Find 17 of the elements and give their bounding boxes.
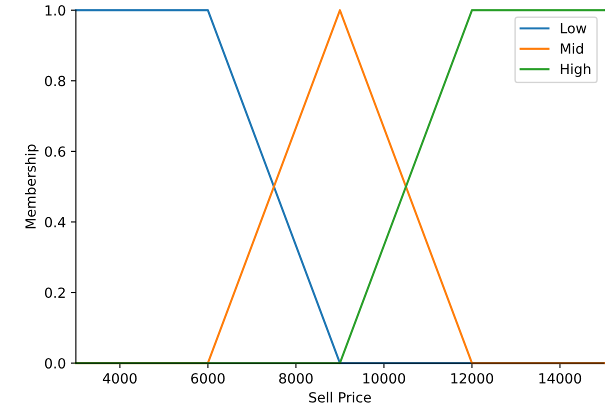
legend-label: Low bbox=[560, 23, 586, 34]
x-tick-label: 8000 bbox=[279, 373, 313, 384]
legend-label: Mid bbox=[560, 43, 583, 54]
x-tick-label: 10000 bbox=[363, 373, 406, 384]
x-tick-label: 12000 bbox=[451, 373, 494, 384]
x-tick-label: 4000 bbox=[102, 373, 137, 384]
x-tick-label: 14000 bbox=[539, 373, 582, 384]
y-tick-label: 0.4 bbox=[44, 216, 66, 228]
y-tick-label: 0.8 bbox=[44, 76, 66, 86]
x-axis-title: Sell Price bbox=[309, 392, 371, 403]
y-axis-title: Membership bbox=[25, 144, 39, 228]
x-tick-label: 6000 bbox=[191, 373, 225, 384]
y-tick-label: 0.0 bbox=[44, 358, 66, 369]
y-tick-label: 1.0 bbox=[46, 5, 66, 16]
legend-label: High bbox=[560, 63, 590, 77]
y-tick-label: 0.2 bbox=[44, 288, 65, 298]
y-tick-label: 0.6 bbox=[44, 146, 66, 157]
